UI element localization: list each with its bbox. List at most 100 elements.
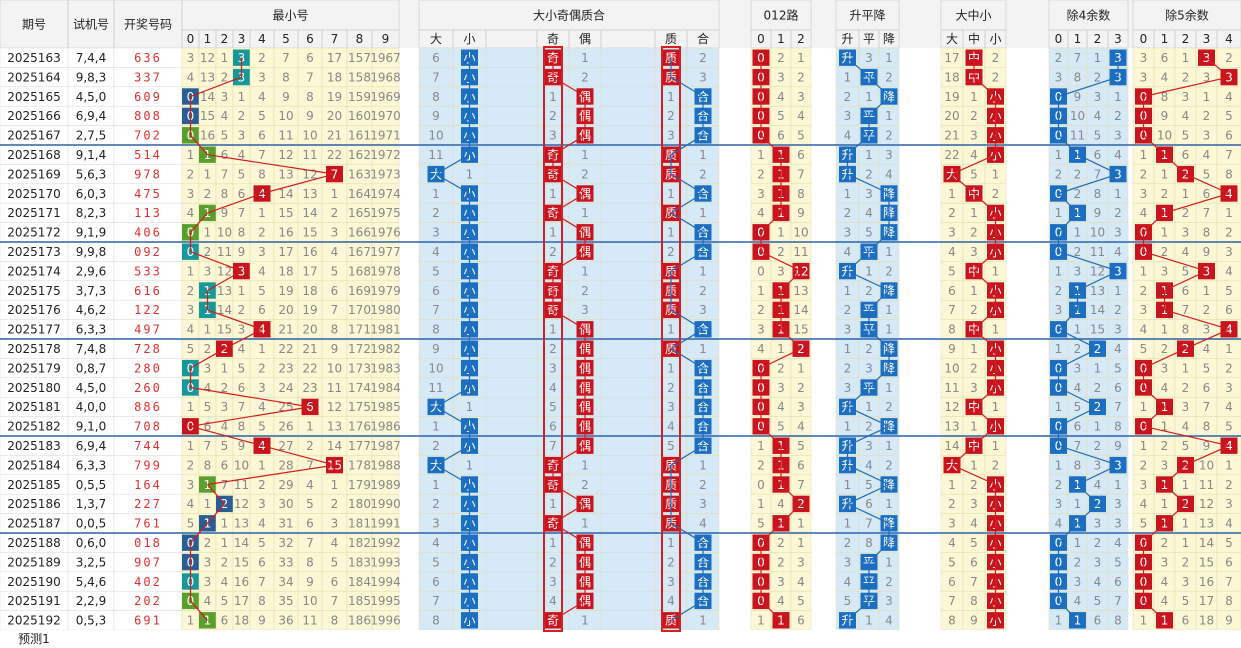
miss-cell: 7 [1114,594,1122,608]
hit-cell: 3 [1114,167,1122,181]
hit-cell: 小 [989,478,1001,492]
miss-cell: 5 [1225,536,1233,550]
hit-cell: 降 [883,206,895,220]
miss-cell: 3 [1114,497,1122,511]
miss-cell: 3 [970,381,978,395]
miss-cell: 4 [1161,70,1169,84]
miss-cell: 9 [797,206,805,220]
miss-cell: 3 [1055,497,1063,511]
miss-cell: 13 [793,284,808,298]
miss-cell: 5 [667,439,675,453]
miss-cell: 2 [221,70,229,84]
hit-cell: 质 [665,70,677,84]
miss-cell: 14 [1090,303,1105,317]
miss-cell: 20 [302,323,317,337]
hit-cell: 小 [463,478,475,492]
miss-cell: 2 [797,70,805,84]
miss-cell: 3 [970,129,978,143]
miss-cell: 1 [221,536,229,550]
miss-cell: 3 [1161,555,1169,569]
miss-cell: 1 [970,342,978,356]
hit-cell: 0 [1055,575,1063,589]
miss-cell: 2 [549,109,557,123]
sub-header-mod4: 0 [1055,32,1063,46]
miss-cell: 1 [221,51,229,65]
miss-cell: 22 [327,148,342,162]
miss-cell: 5 [549,400,557,414]
hit-cell: 0 [757,109,765,123]
miss-cell: 4 [777,400,785,414]
hit-cell: 奇 [547,167,559,181]
hit-cell: 2 [1094,400,1102,414]
trial-cell: 6,0,3 [76,187,107,201]
sub-header-trend: 平 [863,32,875,46]
hit-cell: 质 [665,148,677,162]
hit-cell: 合 [697,574,709,589]
miss-cell: 6 [1114,575,1122,589]
miss-cell: 1 [992,439,1000,453]
miss-cell: 18 [327,70,342,84]
hit-cell: 2 [1182,458,1190,472]
hit-cell: 大 [946,167,958,181]
period-cell: 2025191 [7,594,60,608]
miss-cell: 1 [865,148,873,162]
miss-cell: 1985 [370,400,401,414]
miss-cell: 2 [757,303,765,317]
miss-cell: 1 [466,167,474,181]
miss-cell: 15 [1199,555,1214,569]
table-row: 2025172 9,1,9 406 0 1 10 8 2 16 15 3 166 1976 3 小 1 偶 1 合 0… [0,222,1241,243]
miss-cell: 3 [777,264,785,278]
miss-cell: 2 [757,458,765,472]
miss-cell: 1 [970,90,978,104]
miss-cell: 4 [1161,594,1169,608]
hit-cell: 0 [1140,594,1148,608]
miss-cell: 6 [948,575,956,589]
miss-cell: 8 [432,323,440,337]
miss-cell: 8 [970,594,978,608]
miss-cell: 174 [348,381,371,395]
miss-cell: 2 [1055,284,1063,298]
hit-cell: 偶 [579,342,591,356]
miss-cell: 2 [970,478,978,492]
miss-cell: 1 [549,536,557,550]
miss-cell: 3 [1182,90,1190,104]
hit-cell: 0 [757,575,765,589]
hit-cell: 1 [1074,303,1082,317]
miss-cell: 3 [1225,381,1233,395]
trial-cell: 4,5,0 [76,381,107,395]
miss-cell: 4 [258,90,266,104]
miss-cell: 2 [865,284,873,298]
miss-cell: 1 [797,51,805,65]
miss-cell: 8 [1225,167,1233,181]
miss-cell: 6 [1182,614,1190,628]
sub-header-bigsmall: 小 [463,32,475,46]
hit-cell: 小 [463,614,475,628]
miss-cell: 3 [187,478,195,492]
miss-cell: 176 [348,420,371,434]
miss-cell: 1 [777,342,785,356]
miss-cell: 1970 [370,109,401,123]
miss-cell: 4 [777,594,785,608]
miss-cell: 3 [204,575,212,589]
miss-cell: 30 [278,497,293,511]
miss-cell: 4 [306,478,314,492]
miss-cell: 2 [777,555,785,569]
miss-cell: 5 [797,594,805,608]
miss-cell: 2 [1225,226,1233,240]
miss-cell: 1 [1161,226,1169,240]
miss-cell: 6 [1114,381,1122,395]
miss-cell: 11 [327,381,342,395]
sub-header-min: 1 [204,32,212,46]
hit-cell: 1 [777,148,785,162]
miss-cell: 4 [865,206,873,220]
miss-cell: 3 [549,129,557,143]
miss-cell: 3 [432,226,440,240]
sub-header-min: 9 [382,32,390,46]
hit-cell: 平 [863,129,875,143]
miss-cell: 3 [1161,458,1169,472]
miss-cell: 3 [258,497,266,511]
table-row: 2025175 3,7,3 616 2 1 13 1 5 19 18 6 169 1979 6 小奇 2 质 2 1… [0,280,1241,301]
miss-cell: 8 [331,614,339,628]
sub-header-mod5: 3 [1203,32,1211,46]
miss-cell: 7 [1074,51,1082,65]
